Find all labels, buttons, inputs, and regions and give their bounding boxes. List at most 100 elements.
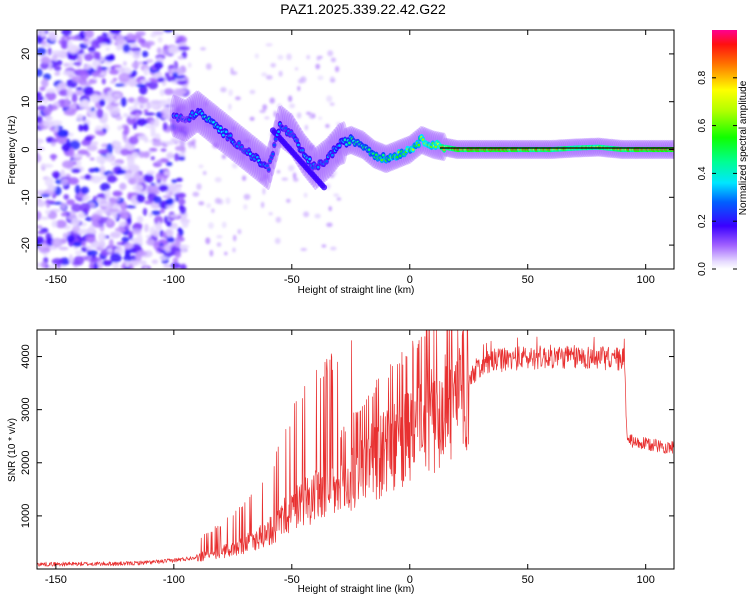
spectrogram-cell: [51, 171, 61, 179]
spectrogram-cell: [141, 50, 149, 58]
snr-panel: -150 -100 -50 0 50 100 1000 2000 3000 4000 Heigh…: [7, 329, 675, 595]
spectrogram-cell: [101, 78, 106, 85]
spectrogram-cell: [258, 177, 264, 182]
colorbar-label: Normalized spectral amplitude: [738, 80, 749, 215]
spectrogram-cell: [434, 145, 438, 149]
y-tick-label: -20: [20, 237, 32, 253]
spectrogram-cell: [108, 238, 114, 249]
spectrogram-cell: [273, 110, 277, 118]
spectrogram-cell: [277, 103, 282, 110]
spectrogram-cell: [71, 168, 81, 173]
spectrogram-cell: [198, 201, 205, 206]
spectrogram-cell: [187, 62, 192, 68]
spectrogram-cell: [326, 140, 334, 144]
spectrogram-cell: [55, 219, 67, 229]
spectrogram-cell: [265, 43, 273, 47]
spectrogram-cell: [297, 143, 300, 147]
spectrogram-cell: [89, 157, 95, 161]
spectrogram-cell: [143, 137, 149, 143]
spectrogram-cell: [136, 118, 148, 126]
spectrogram-cell: [290, 143, 295, 148]
spectrogram-cell: [177, 55, 184, 60]
spectrogram-cell: [85, 233, 96, 243]
spectrogram-cell: [265, 164, 269, 168]
spectrogram-cell: [174, 153, 180, 162]
spectrogram-cell: [104, 95, 110, 101]
spectrogram-cell: [313, 152, 317, 160]
spectrogram-cell: [277, 130, 280, 133]
spectrogram-cell: [166, 98, 173, 103]
spectrogram-cell: [173, 136, 182, 142]
spectrogram-cell: [163, 251, 174, 257]
spectrogram-y-label: Frequency (Hz): [7, 116, 18, 185]
spectrogram-cell: [71, 217, 81, 227]
spectrogram-cell: [306, 55, 311, 60]
spectrogram-cell: [100, 182, 111, 192]
spectrogram-cell: [331, 153, 334, 157]
spectrogram-cell: [127, 177, 138, 185]
spectrogram-cell: [37, 152, 40, 162]
spectrogram-cell: [333, 193, 340, 197]
spectrogram-cell: [155, 133, 161, 140]
spectrogram-cell: [58, 246, 69, 251]
spectrogram-cell: [115, 115, 123, 121]
spectrogram-cell: [102, 37, 111, 42]
spectrogram-cell: [58, 89, 70, 97]
spectrogram-cell: [44, 200, 56, 204]
spectrogram-cell: [79, 202, 91, 213]
spectrogram-cell: [146, 43, 151, 50]
spectrogram-cell: [178, 198, 186, 206]
x-tick-label: -50: [284, 274, 300, 286]
spectrogram-cell: [174, 145, 186, 151]
spectrogram-cell: [95, 130, 105, 136]
spectrogram-cell: [308, 157, 312, 161]
spectrogram-cell: [128, 136, 139, 145]
spectrogram-cell: [37, 142, 41, 147]
spectrogram-cell: [122, 61, 127, 66]
spectrogram-cell: [170, 262, 181, 269]
snr-y-label: SNR (10 * v/v): [7, 418, 18, 482]
x-tick-label: 100: [637, 274, 655, 286]
spectrogram-cell: [380, 158, 384, 162]
spectrogram-cell: [176, 185, 182, 193]
spectrogram-cell: [127, 217, 132, 225]
spectrogram-cell: [104, 189, 111, 200]
spectrogram-cell: [41, 78, 49, 88]
spectrogram-cell: [53, 65, 62, 72]
colorbar-tick-label: 0.8: [697, 70, 708, 84]
spectrogram-cell: [116, 45, 123, 51]
spectrogram-cell: [263, 174, 269, 180]
spectrogram-cell: [295, 139, 299, 142]
spectrogram-cell: [86, 144, 98, 152]
spectrogram-cell: [274, 237, 281, 245]
spectrogram-cell: [156, 111, 162, 119]
spectrogram-cell: [145, 234, 152, 239]
spectrogram-cell: [154, 61, 164, 69]
spectrogram-cell: [328, 174, 335, 178]
spectrogram-cell: [145, 238, 155, 245]
colorbar-axis: 0.0 0.2 0.4 0.6 0.8: [697, 70, 737, 276]
spectrogram-cell: [51, 138, 59, 143]
spectrogram-cell: [142, 207, 148, 216]
spectrogram-cell: [222, 133, 225, 137]
spectrogram-cell: [121, 236, 130, 243]
spectrogram-cell: [143, 173, 154, 183]
spectrogram-cell: [47, 47, 52, 56]
spectrogram-cell: [156, 221, 162, 230]
spectrogram-cell: [220, 87, 227, 93]
spectrogram-cell: [97, 149, 110, 155]
spectrogram-cell: [37, 106, 43, 111]
spectrogram-cell: [37, 147, 46, 151]
spectrogram-cell: [63, 62, 70, 67]
spectrogram-cell: [60, 169, 65, 177]
spectrogram-cell: [60, 202, 66, 210]
x-tick-label: 0: [407, 574, 413, 586]
spectrogram-cell: [63, 194, 69, 200]
spectrogram-cell: [133, 222, 143, 230]
spectrogram-cell: [301, 149, 305, 152]
spectrogram-cell: [133, 172, 141, 180]
spectrogram-cell: [47, 210, 58, 220]
x-tick-label: -150: [45, 274, 67, 286]
x-tick-label: -150: [45, 574, 67, 586]
spectrogram-cell: [37, 236, 45, 245]
